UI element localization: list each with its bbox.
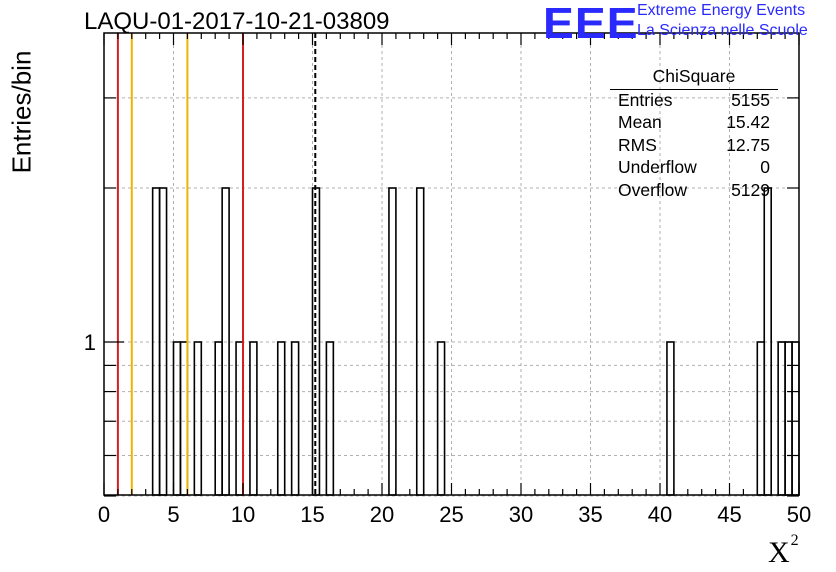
reference-lines <box>116 33 317 495</box>
stats-row-entries: Entries 5155 <box>612 90 776 112</box>
stats-row-overflow: Overflow 5129 <box>612 180 776 202</box>
y-axis-label: Entries/bin <box>6 50 37 174</box>
stats-value: 5129 <box>731 179 770 200</box>
eee-logo: EEE <box>543 0 639 48</box>
stats-row-underflow: Underflow 0 <box>612 157 776 179</box>
x-tick-label: 35 <box>578 502 602 527</box>
x-tick-label: 30 <box>509 502 533 527</box>
x-tick-label: 0 <box>98 502 110 527</box>
logo-text-line1: Extreme Energy Events <box>637 2 806 19</box>
x-tick-label: 25 <box>439 502 463 527</box>
stats-label: Overflow <box>618 179 688 200</box>
stats-row-mean: Mean 15.42 <box>612 112 776 134</box>
x-axis-label-superscript: 2 <box>790 532 799 549</box>
x-tick-label: 5 <box>167 502 179 527</box>
stats-label: Underflow <box>618 157 697 178</box>
chart-title: LAQU-01-2017-10-21-03809 <box>84 8 390 35</box>
stats-value: 12.75 <box>726 134 770 155</box>
x-axis-label-text: X <box>768 536 790 569</box>
x-axis-label: X2 <box>768 532 799 570</box>
stats-value: 0 <box>760 157 770 178</box>
logo-text-line2: La Scienza nelle Scuole <box>637 22 808 39</box>
stats-value: 15.42 <box>726 112 770 133</box>
stats-box: ChiSquare Entries 5155 Mean 15.42 RMS 12… <box>610 66 778 202</box>
axis-ticks <box>103 33 800 497</box>
stats-label: RMS <box>618 134 657 155</box>
x-tick-label: 15 <box>300 502 324 527</box>
x-tick-label: 10 <box>231 502 255 527</box>
stats-row-rms: RMS 12.75 <box>612 135 776 157</box>
x-tick-label: 45 <box>717 502 741 527</box>
x-tick-label: 20 <box>370 502 394 527</box>
stats-label: Entries <box>618 90 673 110</box>
x-tick-label: 50 <box>787 502 811 527</box>
stats-title: ChiSquare <box>610 66 778 90</box>
stats-label: Mean <box>618 112 662 133</box>
y-tick-label: 1 <box>84 330 96 355</box>
x-tick-label: 40 <box>648 502 672 527</box>
stats-value: 5155 <box>731 90 770 110</box>
histogram-bars <box>151 187 800 496</box>
tick-labels: 0 5 10 15 20 25 30 35 40 45 50 1 <box>84 330 811 527</box>
